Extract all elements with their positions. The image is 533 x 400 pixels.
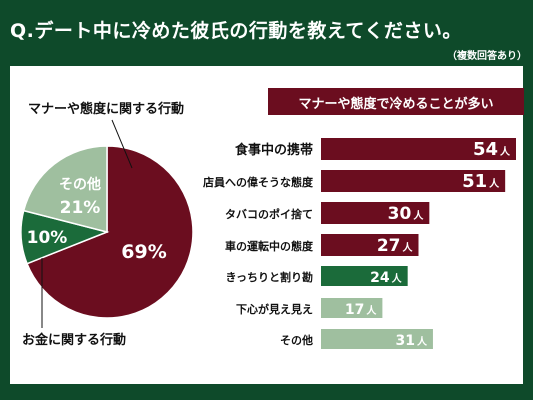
bar-chart-title-banner [268, 88, 524, 115]
bar [321, 234, 419, 256]
bar-chart-title: マナーや態度で冷めることが多い [298, 96, 493, 112]
bar-category-label: その他 [280, 333, 313, 347]
pie-category-label: お金に関する行動 [22, 332, 126, 348]
pie-category-label: その他 [59, 176, 101, 193]
multiple-answer-note: （複数回答あり） [447, 51, 527, 62]
bar-value-label: 51 [462, 171, 487, 192]
bar-category-label: 下心が見え見え [236, 302, 313, 316]
bar-value-label: 30 [388, 204, 412, 224]
bar [321, 138, 516, 160]
bar-unit-label: 人 [417, 335, 428, 348]
pie-value-label: 21% [60, 198, 101, 218]
bar-unit-label: 人 [413, 209, 424, 222]
pie-slice [22, 145, 108, 233]
bar-value-label: 24 [370, 270, 390, 286]
pie-slice [26, 145, 194, 319]
bar [321, 329, 433, 349]
bar-unit-label: 人 [489, 177, 500, 190]
bar-category-label: きっちりと割り勘 [225, 270, 313, 284]
bar-unit-label: 人 [366, 304, 377, 317]
pie-category-label: マナーや態度に関する行動 [28, 101, 184, 117]
page-title: Q.デート中に冷めた彼氏の行動を教えてください。 [10, 20, 462, 42]
bar-category-label: 車の運転中の態度 [225, 239, 314, 253]
pie-value-label: 69% [121, 241, 166, 263]
bar [321, 298, 383, 318]
bar-category-label: タバコのポイ捨て [225, 207, 313, 221]
bar-unit-label: 人 [392, 272, 403, 285]
bar [321, 266, 408, 286]
bar-unit-label: 人 [403, 241, 414, 254]
pie-value-label: 10% [27, 228, 68, 248]
bar-value-label: 54 [473, 139, 498, 160]
leader-line [111, 119, 133, 169]
bar-chart-title-banner-edge [268, 88, 276, 115]
bar-value-label: 17 [345, 302, 364, 318]
bar-value-label: 31 [395, 333, 414, 349]
bar-category-label: 店員への偉そうな態度 [203, 175, 314, 189]
bar [321, 202, 430, 224]
bar [321, 170, 506, 192]
bar-value-label: 27 [377, 236, 401, 256]
bar-category-label: 食事中の携帯 [235, 142, 313, 158]
bar-unit-label: 人 [500, 145, 511, 158]
